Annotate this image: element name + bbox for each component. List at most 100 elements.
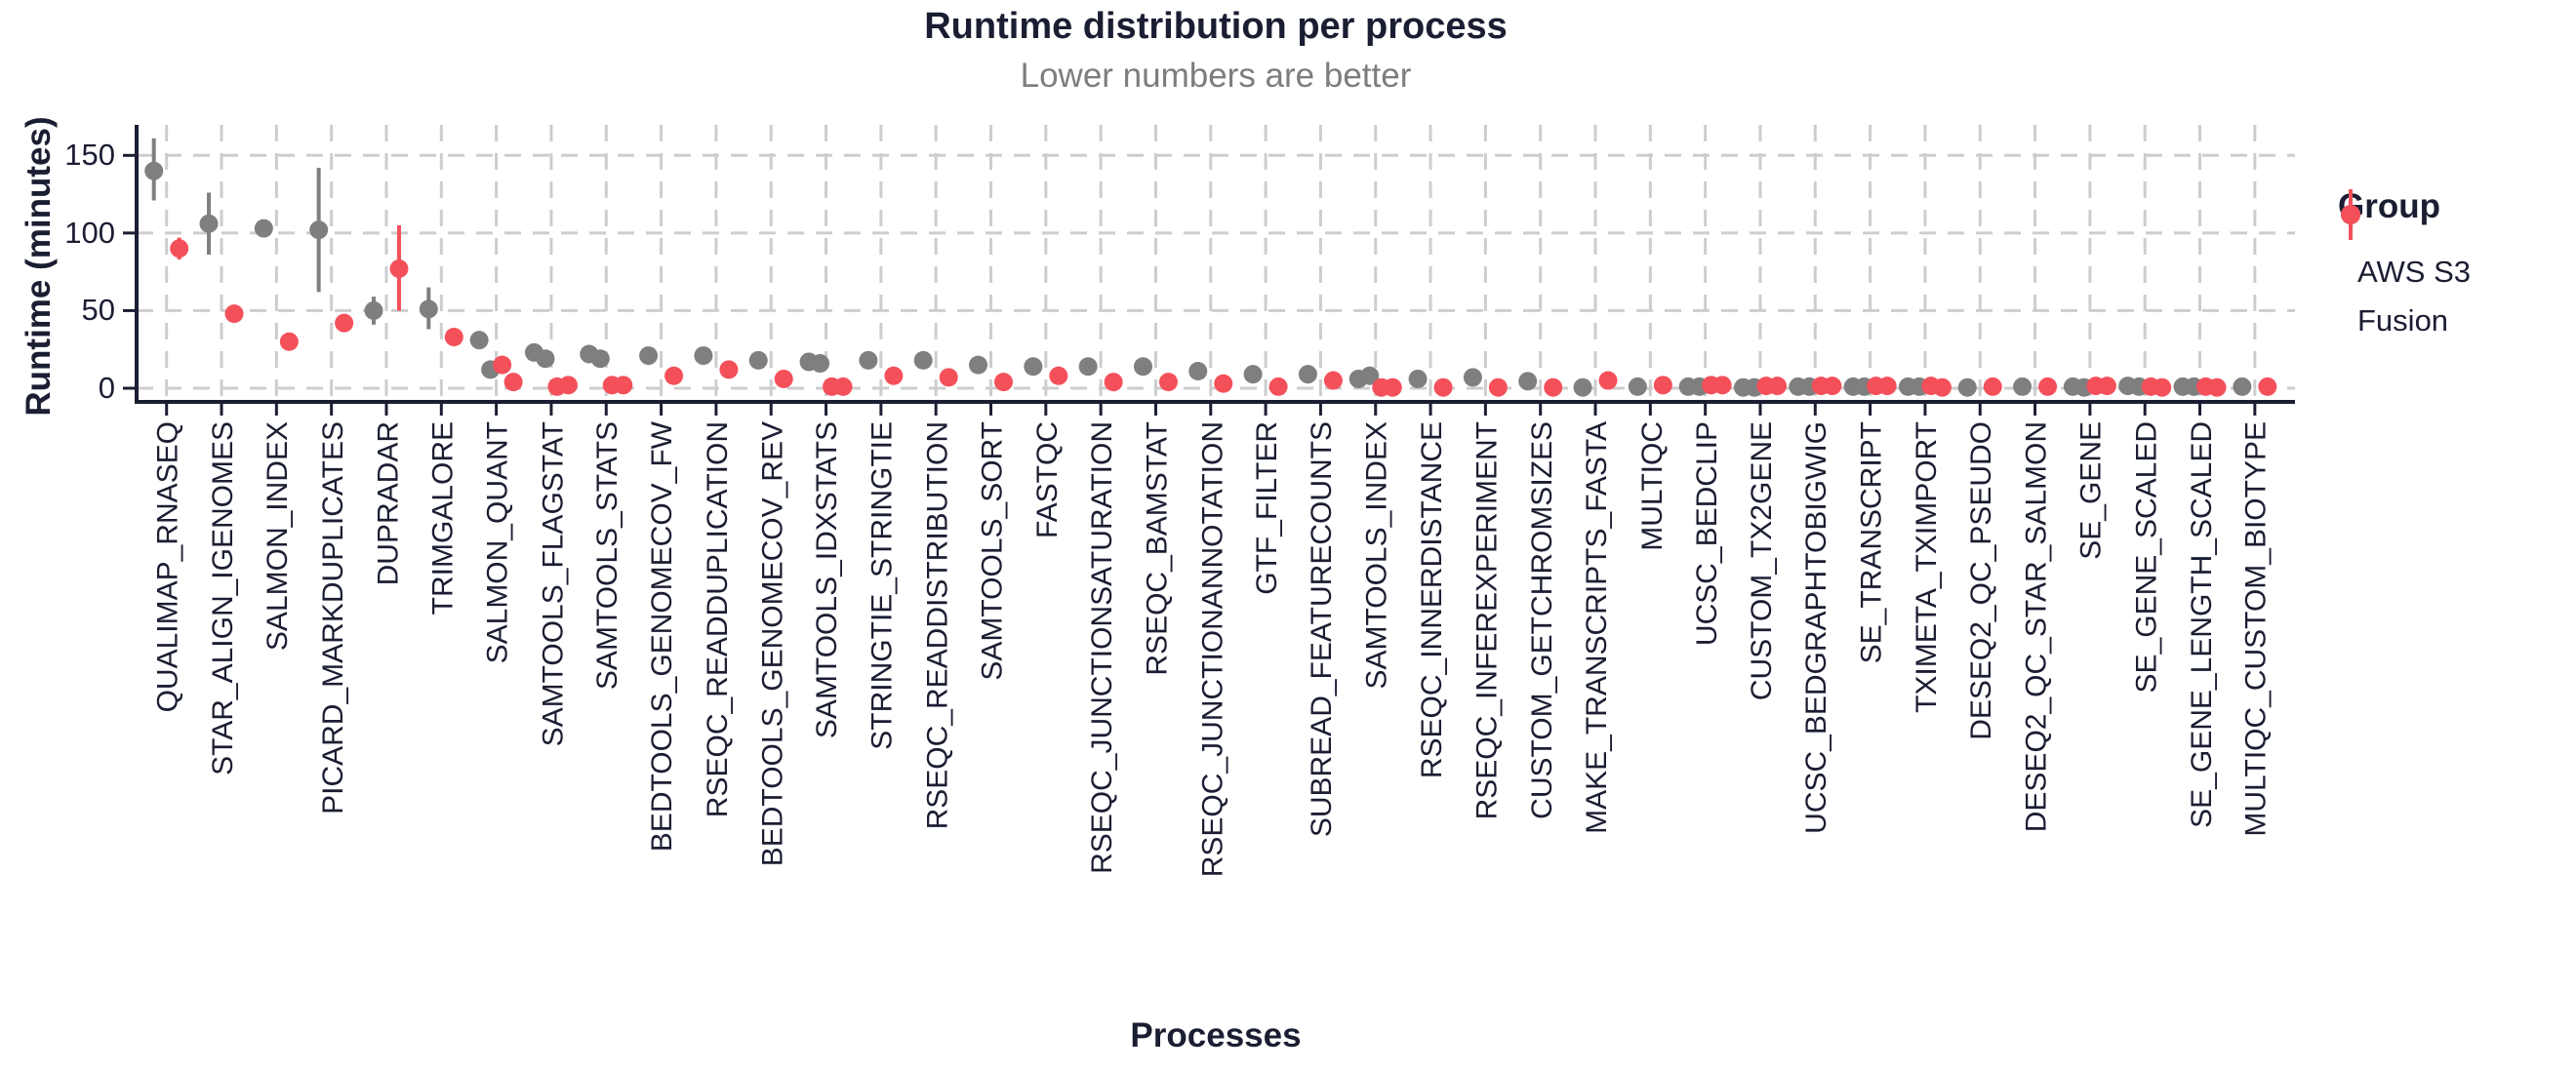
- x-tick-label: SAMTOOLS_IDXSTATS: [811, 421, 844, 739]
- fusion-point: [1983, 377, 2002, 396]
- fusion-point: [1214, 374, 1233, 393]
- x-tick-label: GTF_FILTER: [1251, 421, 1284, 595]
- x-tick-label: RSEQC_INFEREXPERIMENT: [1470, 421, 1504, 820]
- x-tick-label: SE_GENE_LENGTH_SCALED: [2185, 421, 2218, 828]
- x-tick-label: RSEQC_BAMSTAT: [1141, 421, 1174, 676]
- fusion-point: [2207, 378, 2227, 397]
- fusion-point: [444, 327, 463, 346]
- x-tick-label: PICARD_MARKDUPLICATES: [316, 421, 349, 815]
- fusion-point: [1268, 377, 1288, 396]
- aws-s3-point: [913, 350, 933, 370]
- aws-s3-point: [1408, 369, 1428, 388]
- x-tick-label: SAMTOOLS_INDEX: [1360, 421, 1393, 690]
- x-tick-label: MULTIQC: [1635, 421, 1669, 551]
- aws-s3-point: [2233, 377, 2252, 396]
- aws-s3-point: [1024, 357, 1043, 377]
- fusion-point: [224, 304, 244, 324]
- legend-item-fusion: Fusion: [2338, 189, 2471, 345]
- x-tick-label: RSEQC_READDISTRIBUTION: [921, 421, 954, 830]
- x-tick-label: UCSC_BEDGRAPHTOBIGWIG: [1800, 421, 1833, 834]
- chart-subtitle: Lower numbers are better: [1020, 57, 1412, 95]
- aws-s3-point: [2013, 377, 2033, 396]
- x-tick-label: SAMTOOLS_STATS: [591, 421, 624, 691]
- x-tick-label: SUBREAD_FEATURECOUNTS: [1306, 421, 1339, 838]
- y-tick-label: 50: [81, 293, 115, 328]
- fusion-point: [1383, 378, 1402, 397]
- fusion-point: [2153, 378, 2172, 397]
- x-tick-label: FASTQC: [1030, 421, 1064, 539]
- fusion-point: [939, 368, 958, 387]
- fusion-point: [2258, 377, 2277, 396]
- x-tick-label: MAKE_TRANSCRIPTS_FASTA: [1581, 421, 1614, 834]
- aws-s3-point: [1298, 365, 1317, 384]
- fusion-point: [503, 373, 523, 392]
- x-tick-label: UCSC_BEDCLIP: [1690, 421, 1723, 647]
- fusion-point: [493, 355, 512, 375]
- aws-s3-point: [309, 220, 329, 240]
- aws-s3-point: [1243, 365, 1263, 384]
- aws-s3-point: [1078, 357, 1098, 377]
- x-tick-label: CUSTOM_GETCHROMSIZES: [1525, 421, 1558, 819]
- aws-s3-point: [536, 349, 555, 369]
- fusion-point: [1823, 377, 1842, 396]
- fusion-point: [1598, 371, 1618, 390]
- aws-s3-point: [639, 346, 659, 366]
- aws-s3-point: [199, 214, 219, 233]
- aws-s3-point: [969, 355, 987, 375]
- x-tick-label: RSEQC_JUNCTIONSATURATION: [1086, 421, 1119, 874]
- legend: Group AWS S3 Fusion: [2338, 187, 2471, 345]
- fusion-point: [1932, 378, 1952, 397]
- x-tick-label: MULTIQC_CUSTOM_BIOTYPE: [2239, 421, 2273, 837]
- x-tick-label: BEDTOOLS_GENOMECOV_REV: [756, 421, 789, 867]
- x-tick-label: SAMTOOLS_FLAGSTAT: [536, 421, 569, 747]
- aws-s3-point: [1573, 378, 1592, 397]
- x-tick-label: RSEQC_READDUPLICATION: [701, 421, 734, 818]
- aws-s3-point: [1188, 361, 1208, 380]
- fusion-point: [1323, 371, 1343, 390]
- fusion-point: [1767, 377, 1787, 396]
- chart-title: Runtime distribution per process: [924, 6, 1508, 47]
- fusion-point: [1433, 378, 1453, 397]
- pointrange-key-icon: [2341, 189, 2360, 240]
- aws-s3-point: [748, 350, 768, 370]
- fusion-point: [614, 376, 633, 395]
- legend-label: AWS S3: [2357, 255, 2471, 289]
- fusion-point: [1488, 378, 1508, 397]
- fusion-point: [558, 376, 578, 395]
- fusion-point: [1104, 373, 1123, 392]
- aws-s3-point: [1133, 357, 1152, 377]
- fusion-point: [335, 313, 354, 333]
- aws-s3-point: [1957, 378, 1977, 397]
- aws-s3-point: [254, 219, 273, 238]
- y-tick-label: 0: [98, 371, 115, 405]
- aws-s3-point: [419, 299, 438, 319]
- fusion-point: [1544, 378, 1563, 397]
- fusion-point: [1877, 377, 1897, 396]
- fusion-point: [719, 360, 739, 379]
- fusion-point: [994, 373, 1013, 392]
- x-tick-label: STAR_ALIGN_IGENOMES: [207, 421, 240, 775]
- fusion-point: [170, 239, 189, 258]
- fusion-point: [664, 366, 684, 385]
- aws-s3-point: [859, 350, 878, 370]
- x-tick-label: TRIMGALORE: [426, 421, 460, 616]
- fusion-point: [1158, 373, 1178, 392]
- fusion-point: [1049, 366, 1068, 385]
- fusion-point: [2097, 377, 2116, 396]
- x-tick-label: DESEQ2_QC_PSEUDO: [1965, 421, 1998, 740]
- x-tick-label: QUALIMAP_RNASEQ: [151, 421, 184, 713]
- x-tick-label: DESEQ2_QC_STAR_SALMON: [2020, 421, 2053, 833]
- aws-s3-point: [1463, 368, 1482, 387]
- legend-label: Fusion: [2357, 303, 2449, 338]
- x-tick-label: SALMON_INDEX: [262, 421, 295, 652]
- x-tick-label: RSEQC_JUNCTIONANNOTATION: [1195, 421, 1228, 878]
- aws-s3-point: [469, 331, 489, 350]
- aws-s3-point: [1518, 372, 1538, 391]
- aws-s3-point: [1360, 366, 1380, 385]
- fusion-point: [1653, 376, 1672, 395]
- aws-s3-point: [364, 300, 383, 320]
- x-tick-label: DUPRADAR: [371, 421, 404, 586]
- x-tick-label: STRINGTIE_STRINGTIE: [865, 421, 899, 750]
